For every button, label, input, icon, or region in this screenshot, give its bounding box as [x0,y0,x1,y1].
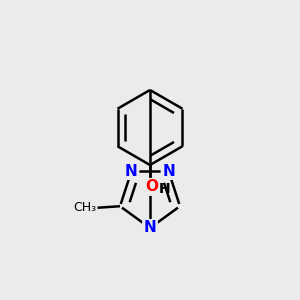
Text: N: N [125,164,138,178]
Text: CH₃: CH₃ [73,201,96,214]
Text: O: O [145,179,158,194]
Text: N: N [144,220,156,236]
Text: N: N [162,164,175,178]
Text: H: H [159,182,171,196]
